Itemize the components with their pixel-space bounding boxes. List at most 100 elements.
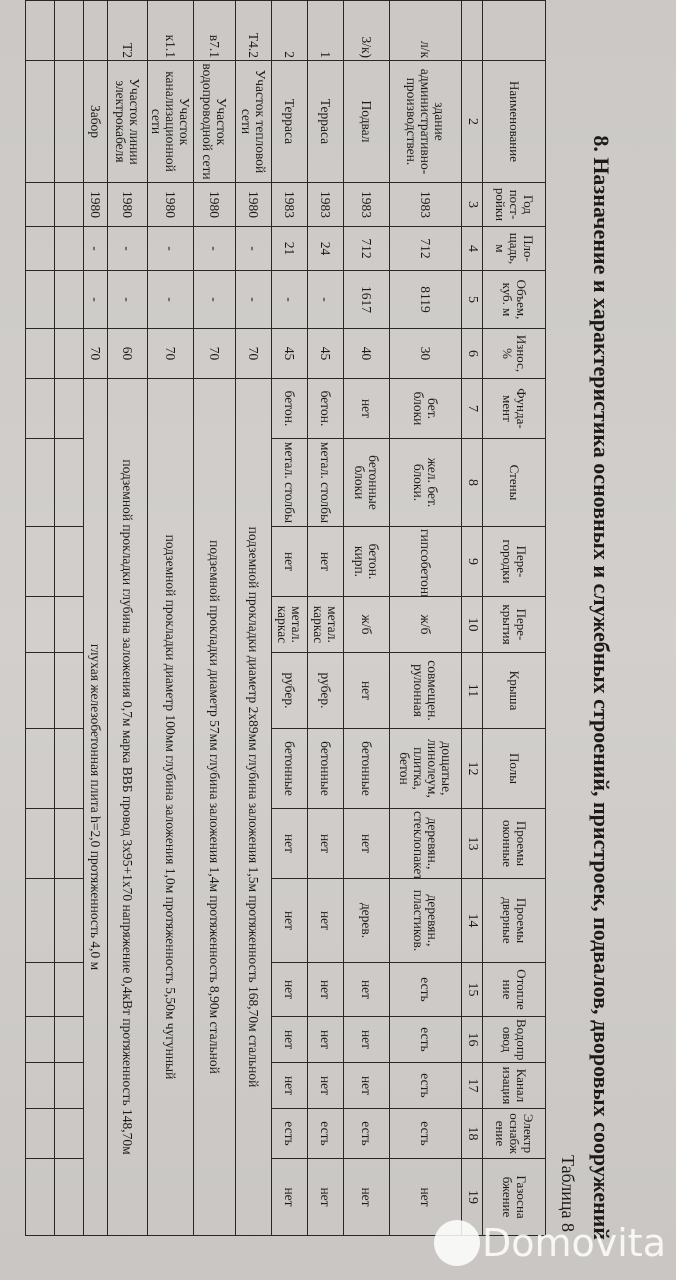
column-header: [482, 0, 546, 61]
logo-circle-icon: [433, 1220, 480, 1266]
table-cell: метал. каркас: [271, 596, 308, 653]
empty-cell: [25, 526, 55, 597]
table-row: 2 Терраса 1983 21-45 бетон. метал. столбы нет м…: [271, 0, 308, 1236]
empty-cell: [25, 1158, 55, 1236]
row-number: в7.1: [193, 0, 236, 61]
empty-cell: [54, 596, 84, 653]
network-row: в7.1 Участок водопроводной сети 1980- -70 по…: [193, 0, 236, 1236]
empty-cell: [25, 1108, 55, 1159]
table-cell-volume: -: [107, 270, 148, 329]
table-cell: 1983: [307, 182, 344, 227]
table-cell-year: 1980: [147, 182, 194, 227]
column-header: Стены: [482, 438, 546, 527]
table-cell: бетонные: [343, 728, 390, 809]
table-cell: Терраса: [271, 60, 308, 183]
table-cell: нет: [271, 808, 308, 879]
column-number: 15: [461, 962, 483, 1017]
table-cell-volume: -: [235, 270, 272, 329]
table-cell: л/к: [389, 0, 462, 61]
network-row: Забор 1980- -70 глухая железобетонная плита…: [83, 0, 108, 1236]
empty-cell: [25, 226, 55, 271]
table-cell: деревян., стеклопакеты: [389, 808, 462, 879]
column-number: 2: [461, 60, 483, 183]
empty-cell: [25, 182, 55, 227]
column-header: Наименование: [482, 60, 546, 183]
empty-cell: [25, 438, 55, 527]
column-number: 3: [461, 182, 483, 227]
table-cell: бетон.: [307, 378, 344, 439]
row-number: Т4.2: [235, 0, 272, 61]
table-cell-name: Участок тепловой сети: [235, 60, 272, 183]
table-cell: 24: [307, 226, 344, 271]
table-cell-volume: -: [83, 270, 108, 329]
network-row: к1.1 Участок канализационной сети 1980- -70…: [147, 0, 194, 1236]
table-cell-name: Участок канализационной сети: [147, 60, 194, 183]
table-cell-volume: -: [193, 270, 236, 329]
watermark-logo: Domovita: [433, 1220, 666, 1266]
table-cell: бет. блоки: [389, 378, 462, 439]
table-cell: 2: [271, 0, 308, 61]
table-cell: бетонные: [307, 728, 344, 809]
column-header: Электр оснабж ение: [482, 1108, 546, 1159]
row-number: [83, 0, 108, 61]
table-cell: 30: [389, 328, 462, 379]
table-cell: нет: [343, 962, 390, 1017]
empty-cell: [54, 60, 84, 183]
empty-cell: [54, 438, 84, 527]
column-number: 16: [461, 1016, 483, 1063]
column-number: 5: [461, 270, 483, 329]
network-row: Т2 Участок линии электрокабеля 1980- -60 под…: [107, 0, 148, 1236]
column-header: Канал изация: [482, 1062, 546, 1109]
column-number: 18: [461, 1108, 483, 1159]
column-number: 13: [461, 808, 483, 879]
empty-cell: [54, 808, 84, 879]
column-header: Год пост-ройки: [482, 182, 546, 227]
table-cell: 40: [343, 328, 390, 379]
table-cell: есть: [307, 1108, 344, 1159]
empty-cell: [54, 182, 84, 227]
column-header: Пло-щадь, м: [482, 226, 546, 271]
table-row: 1 Терраса 1983 24-45 бетон. метал. столбы нет м…: [307, 0, 344, 1236]
description-cell: подземной прокладки глубина заложения 0,…: [107, 378, 148, 1236]
table-cell-area: -: [147, 226, 194, 271]
table-cell: есть: [389, 1062, 462, 1109]
empty-cell: [54, 962, 84, 1017]
table-cell: есть: [389, 962, 462, 1017]
column-header: Полы: [482, 728, 546, 809]
table-cell: ж/б: [343, 596, 390, 653]
table-cell: нет: [271, 526, 308, 597]
column-header: Объем, куб. м: [482, 270, 546, 329]
empty-cell: [25, 378, 55, 439]
empty-cell: [54, 328, 84, 379]
table-cell: рубер.: [271, 652, 308, 729]
table-cell: нет: [307, 526, 344, 597]
column-number: 11: [461, 652, 483, 729]
table-cell: нет: [271, 1062, 308, 1109]
table-cell-area: -: [235, 226, 272, 271]
table-cell: гипсобетонные: [389, 526, 462, 597]
empty-cell: [25, 1062, 55, 1109]
column-header: Фунда-мент: [482, 378, 546, 439]
column-number: 6: [461, 328, 483, 379]
column-header: Крыша: [482, 652, 546, 729]
table-cell: 1983: [271, 182, 308, 227]
table-cell-volume: -: [147, 270, 194, 329]
table-cell: 45: [307, 328, 344, 379]
description-cell: подземной прокладки диаметр 2х89мм глуби…: [235, 378, 272, 1236]
table-cell: рубер.: [307, 652, 344, 729]
table-cell: нет: [271, 962, 308, 1017]
empty-cell: [25, 0, 55, 61]
column-header: Водопр овод: [482, 1016, 546, 1063]
table-cell: метал. каркас: [307, 596, 344, 653]
table-cell: жел. бет. блоки.: [389, 438, 462, 527]
table-cell: есть: [271, 1108, 308, 1159]
empty-cell: [54, 0, 84, 61]
table-cell: 712: [389, 226, 462, 271]
table-cell-area: -: [193, 226, 236, 271]
table-cell: дерев.: [343, 878, 390, 963]
column-header: Износ, %: [482, 328, 546, 379]
table-cell-year: 1980: [193, 182, 236, 227]
table-cell: Терраса: [307, 60, 344, 183]
column-header: Отопле ние: [482, 962, 546, 1017]
